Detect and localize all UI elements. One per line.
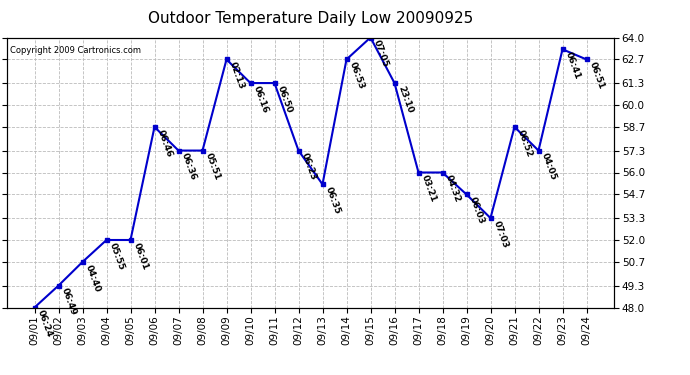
Text: 06:03: 06:03: [468, 196, 486, 226]
Text: 06:49: 06:49: [60, 287, 78, 317]
Text: 04:40: 04:40: [84, 263, 102, 293]
Text: 06:53: 06:53: [348, 61, 366, 91]
Text: Copyright 2009 Cartronics.com: Copyright 2009 Cartronics.com: [10, 46, 141, 55]
Text: 07:05: 07:05: [372, 39, 390, 69]
Text: 06:50: 06:50: [276, 84, 294, 114]
Text: 02:13: 02:13: [228, 61, 246, 91]
Text: 23:10: 23:10: [396, 84, 414, 114]
Text: 06:51: 06:51: [588, 61, 606, 91]
Text: 06:41: 06:41: [564, 51, 582, 81]
Text: Outdoor Temperature Daily Low 20090925: Outdoor Temperature Daily Low 20090925: [148, 11, 473, 26]
Text: 06:01: 06:01: [132, 242, 150, 271]
Text: 07:03: 07:03: [492, 219, 510, 249]
Text: 06:36: 06:36: [180, 152, 198, 182]
Text: 05:55: 05:55: [108, 242, 126, 271]
Text: 06:52: 06:52: [516, 128, 534, 158]
Text: 05:51: 05:51: [204, 152, 222, 182]
Text: 04:32: 04:32: [444, 174, 462, 204]
Text: 06:24: 06:24: [36, 309, 54, 339]
Text: 03:21: 03:21: [420, 174, 438, 204]
Text: 06:16: 06:16: [252, 84, 270, 114]
Text: 06:23: 06:23: [300, 152, 318, 182]
Text: 06:35: 06:35: [324, 186, 342, 216]
Text: 06:46: 06:46: [156, 128, 174, 158]
Text: 04:05: 04:05: [540, 152, 558, 182]
